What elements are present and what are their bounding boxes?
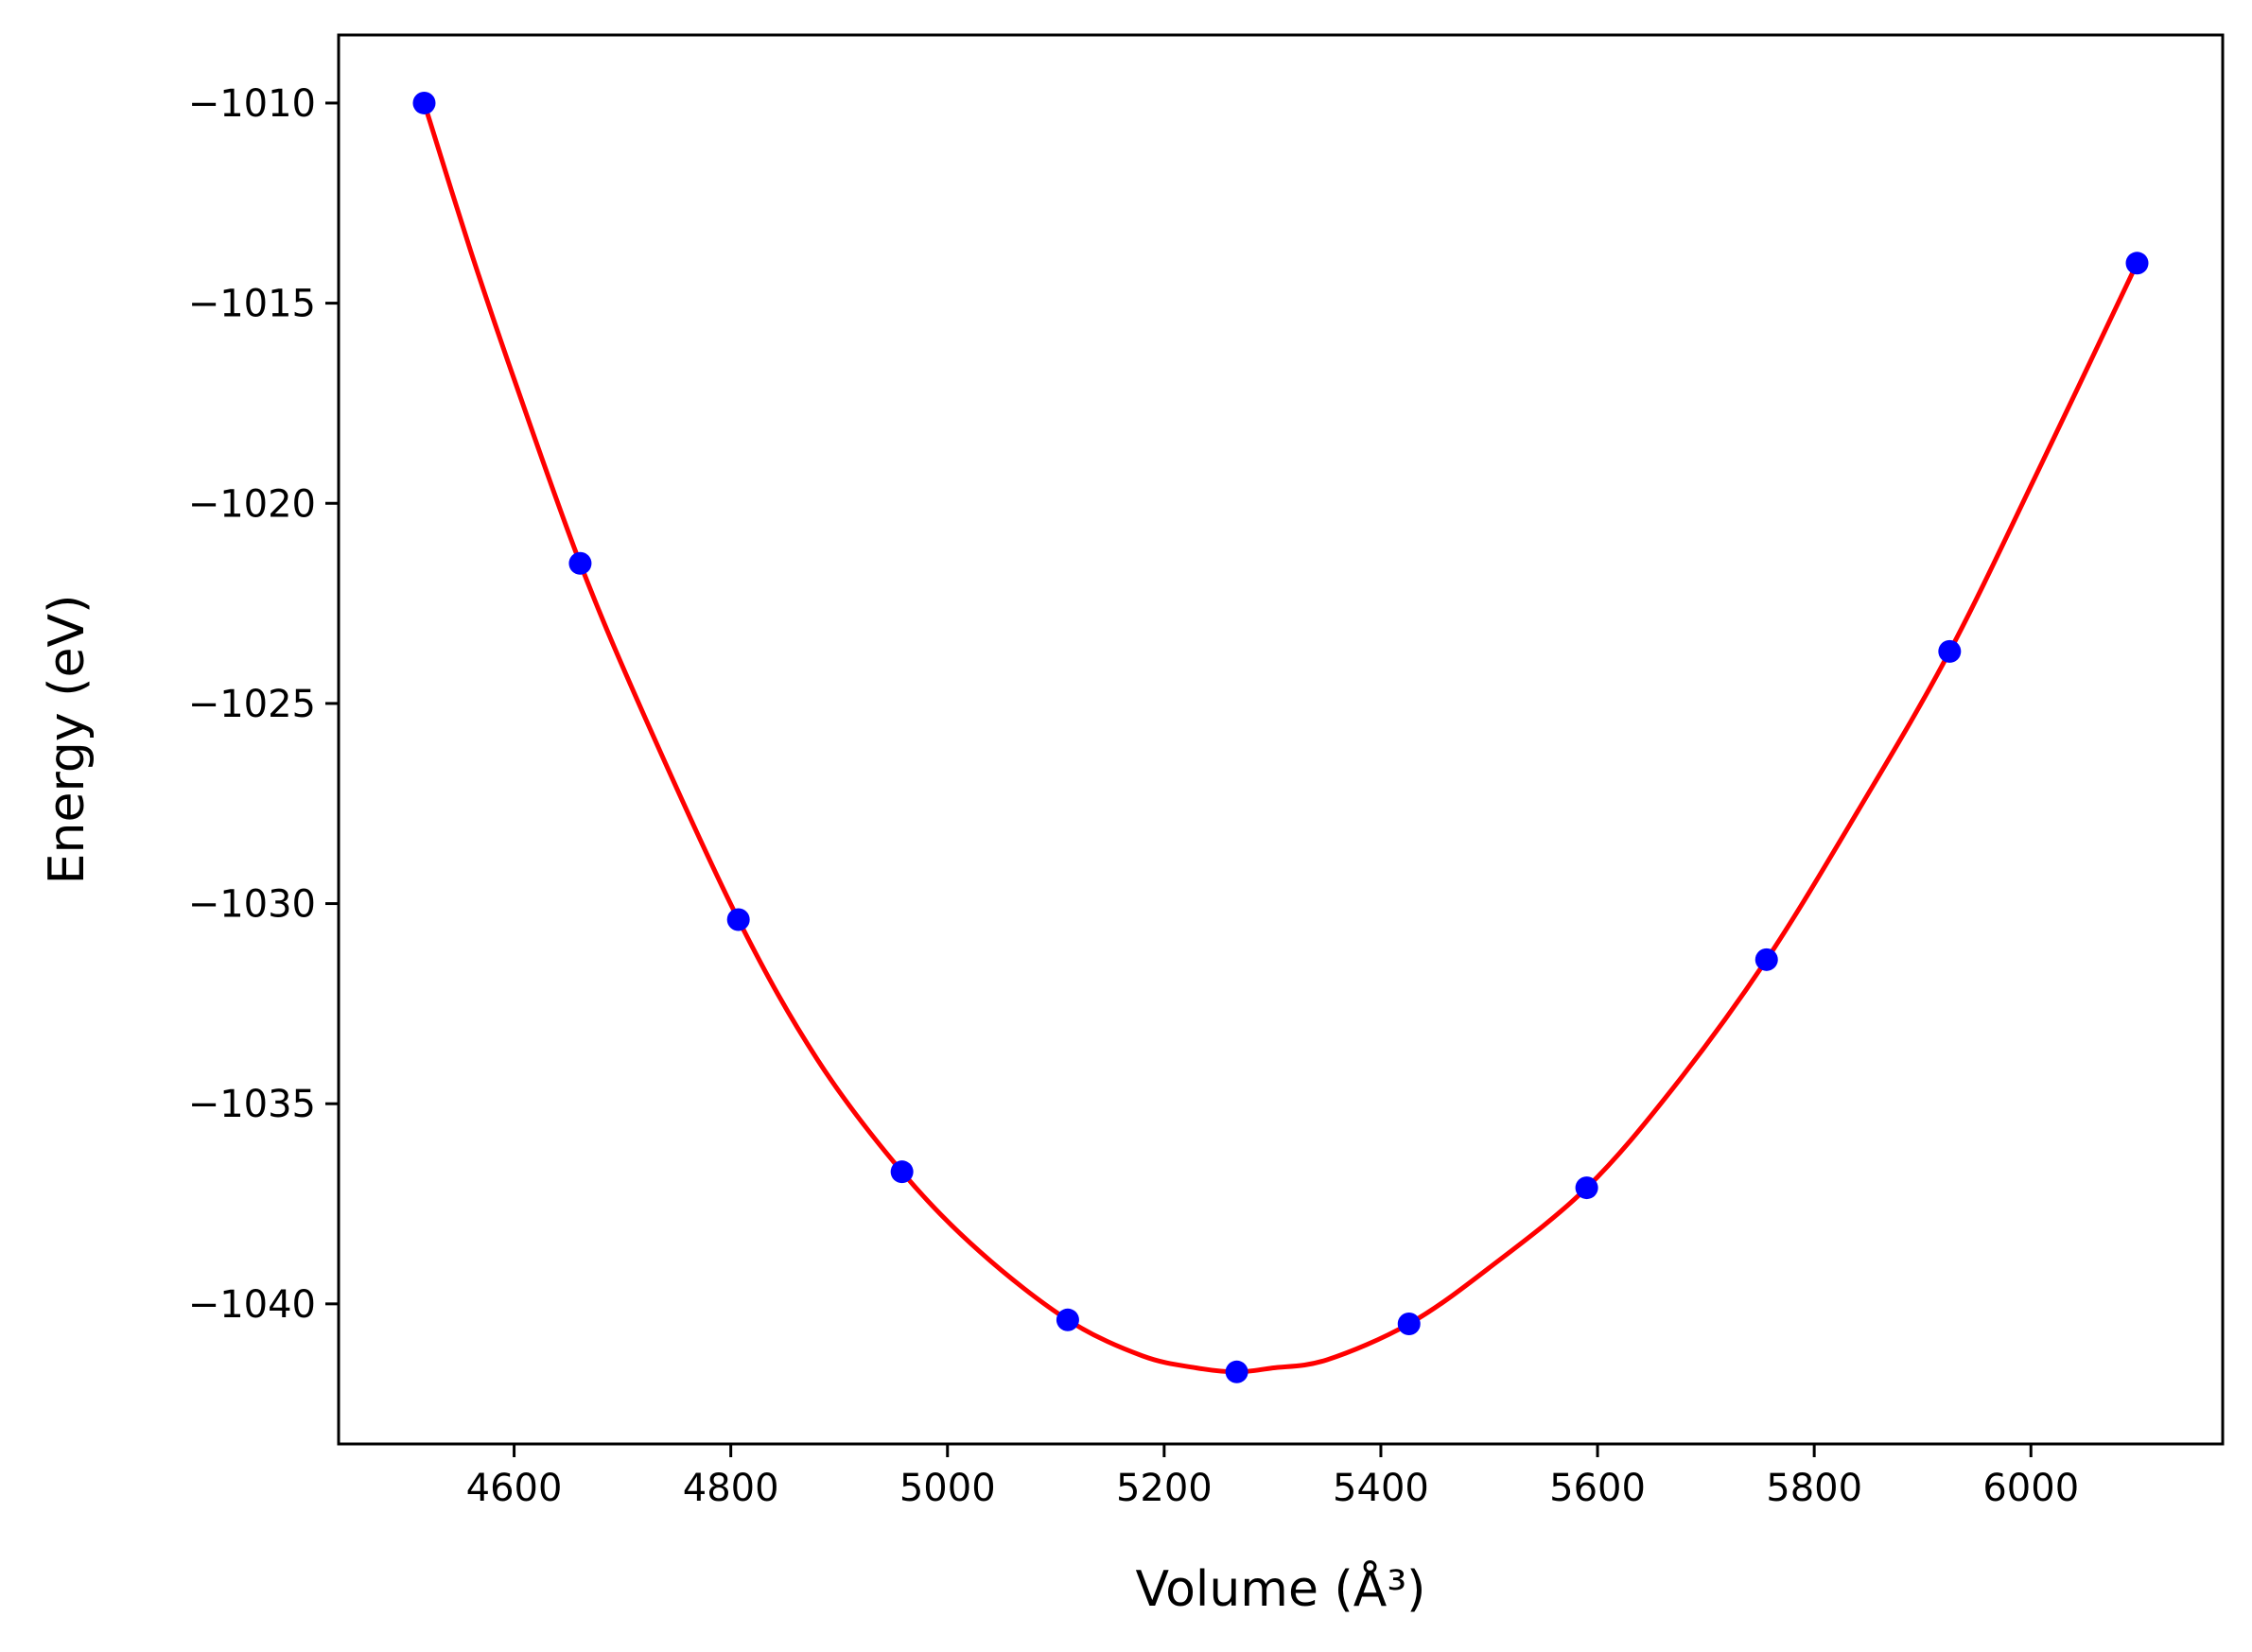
y-axis-label: Energy (eV)	[39, 595, 96, 885]
data-point	[1754, 948, 1778, 971]
y-tick-label: −1010	[188, 82, 316, 126]
x-tick-label: 5800	[1766, 1467, 1862, 1510]
plot-area	[337, 33, 2225, 1446]
x-tick-label: 5200	[1116, 1467, 1213, 1510]
y-tick-label: −1030	[188, 883, 316, 927]
x-tick-label: 5600	[1549, 1467, 1646, 1510]
y-tick-label: −1025	[188, 683, 316, 726]
data-point	[568, 551, 592, 575]
data-point	[2125, 252, 2149, 275]
data-point	[890, 1160, 914, 1184]
data-point	[1575, 1176, 1598, 1200]
x-axis-label: Volume (Å³)	[1136, 1559, 1426, 1618]
data-point	[726, 908, 750, 931]
y-tick-label: −1020	[188, 482, 316, 526]
data-point	[1938, 639, 1962, 663]
x-axis-ticks: 4600 4800 5000 5200 5400 5600 5800 6000	[466, 1444, 2079, 1510]
y-tick-label: −1015	[188, 283, 316, 326]
y-axis-ticks: −1010 −1015 −1020 −1025 −1030 −1035 −1040	[188, 82, 339, 1327]
y-tick-label: −1035	[188, 1083, 316, 1126]
y-tick-label: −1040	[188, 1283, 316, 1327]
data-point	[1056, 1308, 1079, 1331]
data-point	[1225, 1360, 1248, 1383]
x-tick-label: 5000	[899, 1467, 996, 1510]
fit-curve	[422, 102, 2139, 1375]
x-tick-label: 4800	[683, 1467, 779, 1510]
data-point	[1397, 1313, 1421, 1336]
x-tick-label: 5400	[1333, 1467, 1429, 1510]
data-points	[412, 91, 2149, 1383]
x-tick-label: 6000	[1982, 1467, 2079, 1510]
data-point	[412, 91, 436, 114]
x-tick-label: 4600	[466, 1467, 563, 1510]
